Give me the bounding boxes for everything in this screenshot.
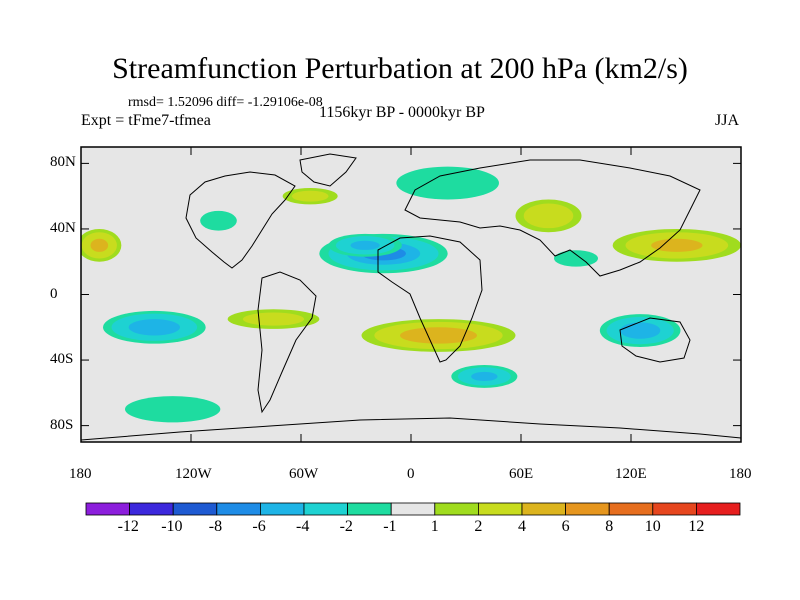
colorbar-label: -4 [296, 518, 310, 535]
colorbar-label: -10 [161, 518, 183, 535]
colorbar-swatch-11 [565, 502, 610, 516]
anomaly-blob-4-level-4 [471, 371, 498, 382]
x-tick-label: 60W [289, 466, 319, 482]
colorbar-label: 2 [474, 518, 483, 535]
coast-greenland [299, 153, 357, 187]
x-tick-label: 0 [407, 466, 415, 482]
coastlines [81, 153, 741, 441]
y-tick-label: 80N [50, 154, 76, 171]
anomaly-blob-3-level-4 [620, 322, 661, 339]
anomaly-blob-9-level-4 [400, 327, 477, 344]
coast-africa [377, 235, 483, 363]
colorbar-label: -1 [383, 518, 397, 535]
anomaly-blob-1-level-4 [350, 240, 380, 250]
colorbar-label: -12 [117, 518, 139, 535]
y-tick-label: 40N [50, 219, 76, 236]
anomaly-blob-7-level-1 [554, 250, 598, 267]
colorbar-swatch-0 [85, 502, 130, 516]
period-label: 1156kyr BP - 0000kyr BP [319, 104, 485, 121]
colorbar-label: -8 [208, 518, 223, 535]
anomaly-blob-8-level-1 [125, 396, 221, 423]
anomaly-blob-6-level-1 [396, 166, 499, 200]
colorbar-swatch-6 [347, 502, 392, 516]
y-tick-label: 40S [50, 351, 74, 368]
stats-label: rmsd= 1.52096 diff= -1.29106e-08 [128, 95, 323, 110]
colorbar-swatch-5 [303, 502, 348, 516]
colorbar-label: 8 [605, 518, 614, 535]
colorbar-swatch-13 [652, 502, 697, 516]
colorbar-swatch-8 [434, 502, 479, 516]
anomaly-blob-10-level-2 [523, 203, 574, 229]
coast-south-america [257, 271, 317, 414]
coast-eurasia [404, 159, 701, 277]
anomaly-blob-12-level-4 [90, 238, 109, 252]
colorbar-swatch-3 [216, 502, 261, 516]
colorbar-swatch-4 [259, 502, 305, 516]
colorbar-swatch-2 [172, 502, 218, 516]
anomaly-blob-11-level-4 [651, 238, 703, 252]
anomaly-blob-2-level-4 [128, 319, 180, 336]
colorbar-swatch-14 [696, 502, 741, 516]
colorbar-label: 4 [518, 518, 526, 535]
colorbar [85, 502, 741, 516]
x-tick-label: 120E [615, 466, 647, 482]
chart-title: Streamfunction Perturbation at 200 hPa (… [112, 52, 688, 85]
x-tick-label: 120W [175, 466, 212, 482]
colorbar-label: 10 [644, 518, 661, 535]
anomaly-blob-14-level-2 [242, 312, 305, 326]
colorbar-label: -2 [339, 518, 353, 535]
season-label: JJA [715, 112, 740, 129]
colorbar-label: 12 [688, 518, 705, 535]
x-tick-label: 180 [69, 466, 92, 482]
experiment-label: Expt = tFme7-tfmea [81, 112, 211, 129]
anomaly-blob-13-level-2 [291, 190, 329, 202]
x-tick-label: 60E [509, 466, 534, 482]
coast-antarctica [81, 417, 741, 441]
colorbar-label: -6 [252, 518, 266, 535]
colorbar-label: 6 [561, 518, 570, 535]
colorbar-swatch-10 [521, 502, 566, 516]
colorbar-label: 1 [430, 518, 439, 535]
axis-ticks [80, 147, 742, 442]
colorbar-swatch-1 [129, 502, 174, 516]
anomaly-blob-5-level-1 [200, 210, 237, 231]
coast-north-america [185, 171, 296, 269]
y-tick-label: 0 [50, 285, 58, 302]
x-tick-label: 180 [729, 466, 752, 482]
colorbar-swatch-9 [477, 502, 523, 516]
y-tick-label: 80S [50, 416, 74, 433]
colorbar-swatch-7 [390, 502, 436, 516]
map-background [81, 147, 741, 442]
colorbar-swatch-12 [608, 502, 654, 516]
coast-australia [619, 317, 691, 363]
